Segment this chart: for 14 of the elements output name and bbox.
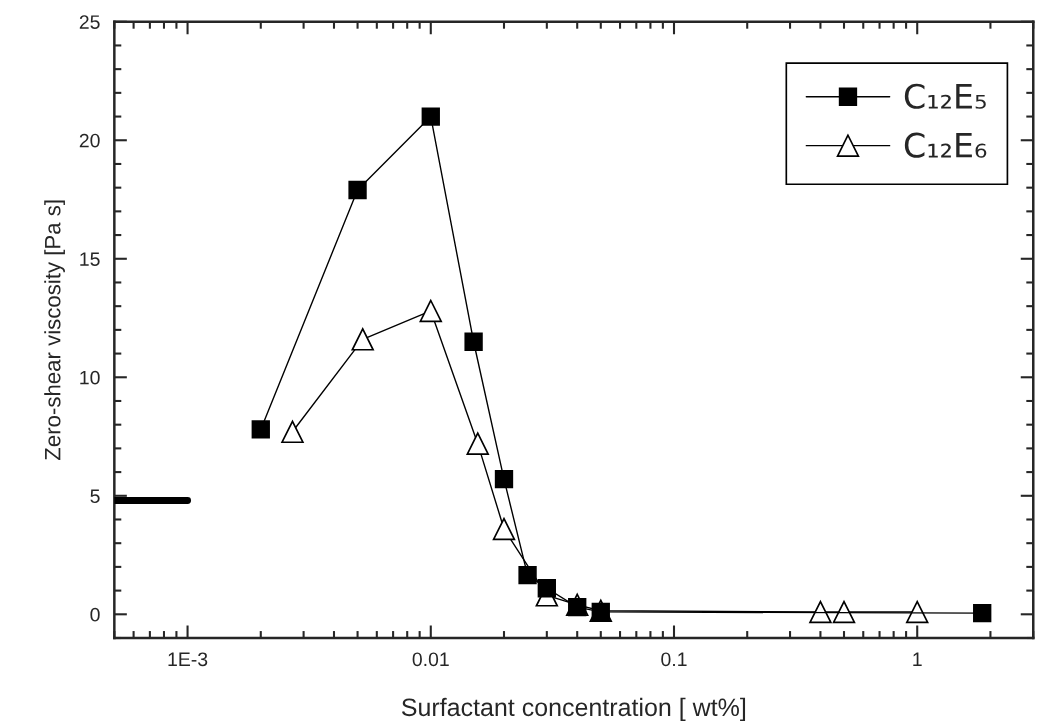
x-tick-label: 0.01	[412, 652, 449, 667]
legend-label: C₁₂E₆	[904, 132, 987, 158]
x-tick-label: 0.1	[661, 652, 687, 667]
y-tick-label: 10	[80, 370, 100, 385]
y-tick-label: 5	[90, 489, 100, 504]
legend-label: C₁₂E₅	[904, 83, 986, 109]
y-tick-label: 15	[80, 252, 100, 267]
x-tick-label: 1E-3	[168, 652, 208, 667]
y-tick-label: 20	[79, 133, 100, 148]
y-axis-title: Zero-shear viscosity [Pa s]	[44, 200, 65, 461]
y-tick-label: 0	[90, 607, 100, 622]
x-tick-label: 1	[913, 652, 922, 666]
x-axis-title: Surfactant concentration [ wt%]	[401, 697, 746, 722]
y-tick-label: 25	[79, 15, 100, 29]
